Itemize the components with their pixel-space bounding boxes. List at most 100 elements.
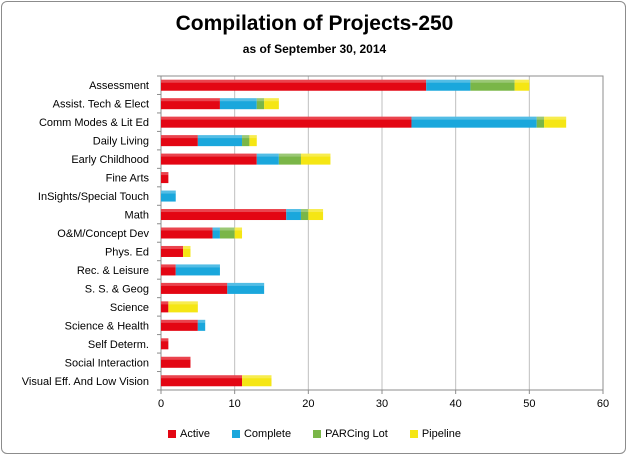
category-label: O&M/Concept Dev bbox=[57, 228, 149, 240]
bar-highlight bbox=[256, 153, 279, 157]
bar-highlight bbox=[161, 375, 243, 379]
category-label: Assist. Tech & Elect bbox=[53, 99, 149, 111]
bar-highlight bbox=[300, 153, 331, 157]
bar-segment bbox=[286, 209, 301, 221]
category-label: Visual Eff. And Low Vision bbox=[22, 376, 149, 388]
bar-segment bbox=[308, 209, 324, 221]
bar-highlight bbox=[161, 356, 191, 360]
bar-highlight bbox=[308, 209, 324, 213]
bar-highlight bbox=[300, 209, 309, 213]
bar-highlight bbox=[161, 301, 169, 305]
bar-highlight bbox=[161, 209, 287, 213]
category-label: Math bbox=[125, 210, 149, 222]
x-tick-label: 20 bbox=[302, 398, 314, 410]
bar-segment bbox=[161, 190, 176, 202]
bar-segment bbox=[470, 79, 515, 91]
category-label: Assessment bbox=[89, 80, 149, 92]
bar-highlight bbox=[161, 338, 169, 342]
bar-segment bbox=[175, 264, 220, 276]
bar-segment bbox=[514, 79, 530, 91]
legend-label: PARCing Lot bbox=[325, 428, 388, 440]
legend-item: Active bbox=[168, 428, 210, 440]
chart-legend: Active Complete PARCing Lot Pipeline bbox=[0, 428, 629, 440]
bar-segment bbox=[256, 153, 279, 165]
legend-swatch bbox=[409, 430, 418, 438]
bar-segment bbox=[219, 98, 257, 110]
bar-highlight bbox=[168, 301, 198, 305]
bar-segment bbox=[242, 135, 250, 147]
bar-segment bbox=[161, 98, 220, 110]
bar-highlight bbox=[544, 116, 567, 120]
bar-highlight bbox=[426, 79, 471, 83]
x-tick-label: 0 bbox=[158, 398, 164, 410]
bar-highlight bbox=[183, 245, 191, 249]
bar-highlight bbox=[197, 135, 243, 139]
bar-segment bbox=[212, 227, 220, 239]
bar-segment bbox=[256, 98, 265, 110]
bar-highlight bbox=[161, 79, 427, 83]
bar-segment bbox=[161, 319, 198, 331]
legend-swatch bbox=[168, 430, 177, 438]
bar-segment bbox=[234, 227, 243, 239]
x-tick-label: 40 bbox=[450, 398, 462, 410]
legend-item: PARCing Lot bbox=[313, 428, 388, 440]
bar-highlight bbox=[234, 227, 243, 231]
category-label: Self Determ. bbox=[88, 339, 149, 351]
bar-highlight bbox=[212, 227, 220, 231]
bar-segment bbox=[161, 282, 228, 294]
category-label: Rec. & Leisure bbox=[77, 265, 149, 277]
category-label: Daily Living bbox=[93, 136, 149, 148]
bar-highlight bbox=[242, 375, 272, 379]
bar-highlight bbox=[219, 98, 257, 102]
bar-segment bbox=[300, 153, 331, 165]
category-label: InSights/Special Touch bbox=[38, 191, 149, 203]
bar-segment bbox=[197, 135, 243, 147]
x-tick-label: 30 bbox=[376, 398, 388, 410]
bar-highlight bbox=[470, 79, 515, 83]
bar-highlight bbox=[161, 282, 228, 286]
legend-label: Pipeline bbox=[421, 428, 461, 440]
bar-segment bbox=[161, 375, 243, 387]
bar-segment bbox=[161, 153, 257, 165]
category-label: Comm Modes & Lit Ed bbox=[39, 117, 149, 129]
legend-item: Pipeline bbox=[409, 428, 461, 440]
bar-highlight bbox=[161, 172, 169, 176]
bar-highlight bbox=[161, 153, 257, 157]
bar-segment bbox=[300, 209, 309, 221]
bar-highlight bbox=[278, 153, 301, 157]
legend-label: Active bbox=[180, 428, 210, 440]
category-label: Early Childhood bbox=[71, 154, 149, 166]
category-label: Science bbox=[110, 302, 149, 314]
bar-highlight bbox=[514, 79, 530, 83]
bar-segment bbox=[536, 116, 545, 128]
bar-highlight bbox=[227, 282, 265, 286]
bar-highlight bbox=[219, 227, 235, 231]
bar-segment bbox=[168, 301, 198, 313]
bar-segment bbox=[264, 98, 279, 110]
bar-segment bbox=[242, 375, 272, 387]
bar-highlight bbox=[161, 98, 220, 102]
bar-highlight bbox=[242, 135, 250, 139]
legend-item: Complete bbox=[231, 428, 291, 440]
category-label: Phys. Ed bbox=[105, 246, 149, 258]
bar-highlight bbox=[161, 264, 176, 268]
bar-segment bbox=[197, 319, 206, 331]
bar-segment bbox=[426, 79, 471, 91]
bar-segment bbox=[227, 282, 265, 294]
bar-segment bbox=[161, 338, 169, 350]
bar-segment bbox=[161, 135, 198, 147]
category-label: Social Interaction bbox=[65, 357, 149, 369]
bar-segment bbox=[544, 116, 567, 128]
bar-highlight bbox=[175, 264, 220, 268]
bar-segment bbox=[183, 245, 191, 257]
bar-highlight bbox=[249, 135, 257, 139]
x-tick-label: 60 bbox=[597, 398, 609, 410]
bar-segment bbox=[278, 153, 301, 165]
bar-highlight bbox=[161, 190, 176, 194]
bar-segment bbox=[249, 135, 257, 147]
bar-highlight bbox=[536, 116, 545, 120]
bar-segment bbox=[161, 116, 412, 128]
bar-segment bbox=[161, 209, 287, 221]
chart-subtitle: as of September 30, 2014 bbox=[242, 42, 387, 56]
